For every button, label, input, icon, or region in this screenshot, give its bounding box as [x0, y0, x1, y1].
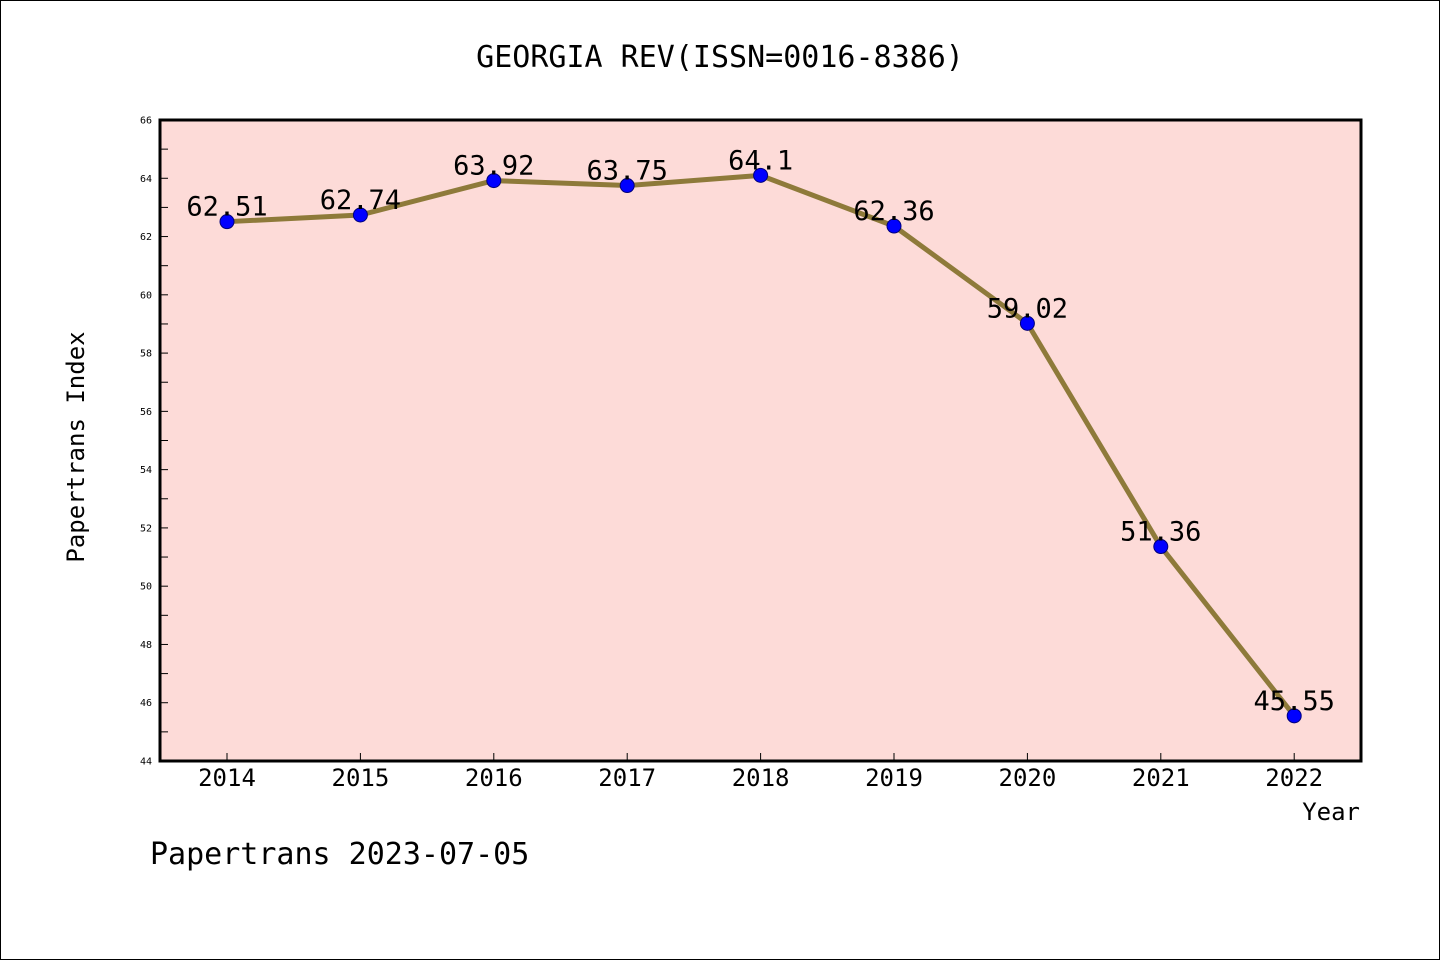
data-label: 45.55: [1254, 686, 1335, 717]
data-point: [619, 178, 635, 194]
data-label: 51.36: [1120, 517, 1201, 548]
x-tick-label: 2015: [332, 764, 390, 792]
plot-border: [158, 118, 1363, 763]
y-tick-label: 66: [140, 116, 152, 127]
data-point: [219, 214, 235, 230]
data-point: [486, 173, 502, 189]
y-tick-label: 46: [140, 698, 152, 709]
data-label: 62.36: [853, 196, 934, 227]
data-label: 62.74: [320, 185, 401, 216]
data-labels: 62.51 62.74 63.92 63.75 64.1 62.36 59.02 51.36 4…: [186, 145, 1334, 716]
data-label: 64.1: [728, 145, 793, 176]
x-tick-label: 2018: [732, 764, 790, 792]
y-tick-label: 62: [140, 232, 152, 243]
plot-area: [160, 120, 1361, 761]
x-axis-label: Year: [1302, 798, 1360, 826]
data-label: 63.75: [587, 156, 668, 187]
x-tick-label: 2019: [865, 764, 923, 792]
y-tick-label: 54: [140, 465, 152, 476]
y-tick-label: 64: [140, 174, 152, 185]
data-point: [1286, 708, 1302, 724]
data-point: [753, 167, 769, 183]
data-point: [1019, 315, 1035, 331]
footer-credit: Papertrans 2023-07-05: [150, 837, 529, 872]
y-tick-label: 50: [140, 582, 152, 593]
x-tick-label: 2020: [999, 764, 1057, 792]
x-tick-label: 2017: [598, 764, 656, 792]
x-tick-label: 2021: [1132, 764, 1190, 792]
x-axis: 2014 2015 2016 2017 2018 2019 2020 2021 2022: [198, 753, 1323, 792]
x-tick-label: 2014: [198, 764, 256, 792]
x-tick-label: 2022: [1265, 764, 1323, 792]
data-point: [886, 218, 902, 234]
data-label: 62.51: [186, 192, 267, 223]
chart-title: GEORGIA REV(ISSN=0016-8386): [476, 40, 964, 75]
data-label: 63.92: [453, 151, 534, 182]
y-axis-label: Papertrans Index: [62, 331, 90, 562]
data-point: [1153, 539, 1169, 555]
data-label: 59.02: [987, 293, 1068, 324]
y-tick-label: 60: [140, 290, 152, 301]
y-tick-label: 48: [140, 640, 152, 651]
y-tick-label: 58: [140, 349, 152, 360]
y-tick-label: 44: [140, 757, 152, 768]
data-markers: [219, 167, 1302, 724]
y-tick-label: 56: [140, 407, 152, 418]
data-point: [352, 207, 368, 223]
y-tick-label: 52: [140, 523, 152, 534]
x-tick-label: 2016: [465, 764, 523, 792]
